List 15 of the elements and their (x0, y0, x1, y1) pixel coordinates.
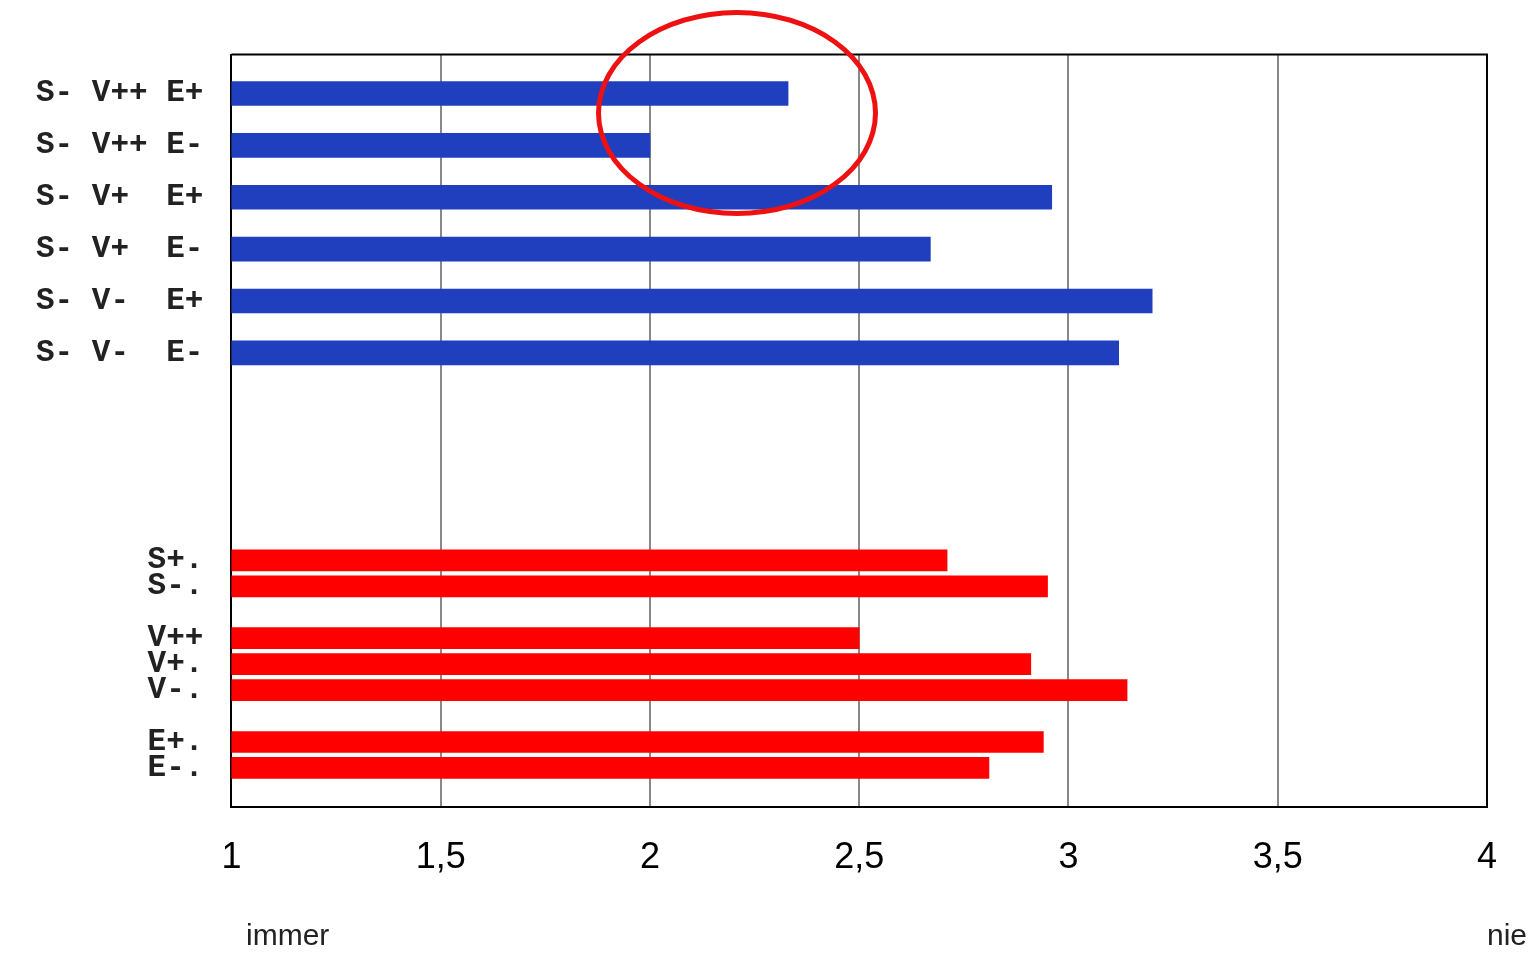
y-tick-label: S- V++ E+ (35, 75, 204, 111)
y-tick-label: S- V+ E- (35, 230, 204, 266)
x-tick-label: 1 (221, 835, 242, 877)
x-tick-label: 2 (639, 835, 660, 877)
y-tick-label: S- V- E+ (35, 282, 204, 318)
x-tick-label: 2,5 (834, 835, 885, 877)
x-tick-label: 3 (1058, 835, 1079, 877)
x-tick-label: 3,5 (1252, 835, 1303, 877)
y-tick-label: S- V++ E- (35, 127, 204, 163)
y-tick-label: S- V- E- (35, 334, 204, 370)
y-tick-label: S- V+ E+ (35, 179, 204, 215)
x-tick-label: 4 (1476, 835, 1497, 877)
text: immer (246, 918, 330, 952)
x-tick-label: 1,5 (415, 835, 466, 877)
text: nie (1486, 918, 1527, 952)
